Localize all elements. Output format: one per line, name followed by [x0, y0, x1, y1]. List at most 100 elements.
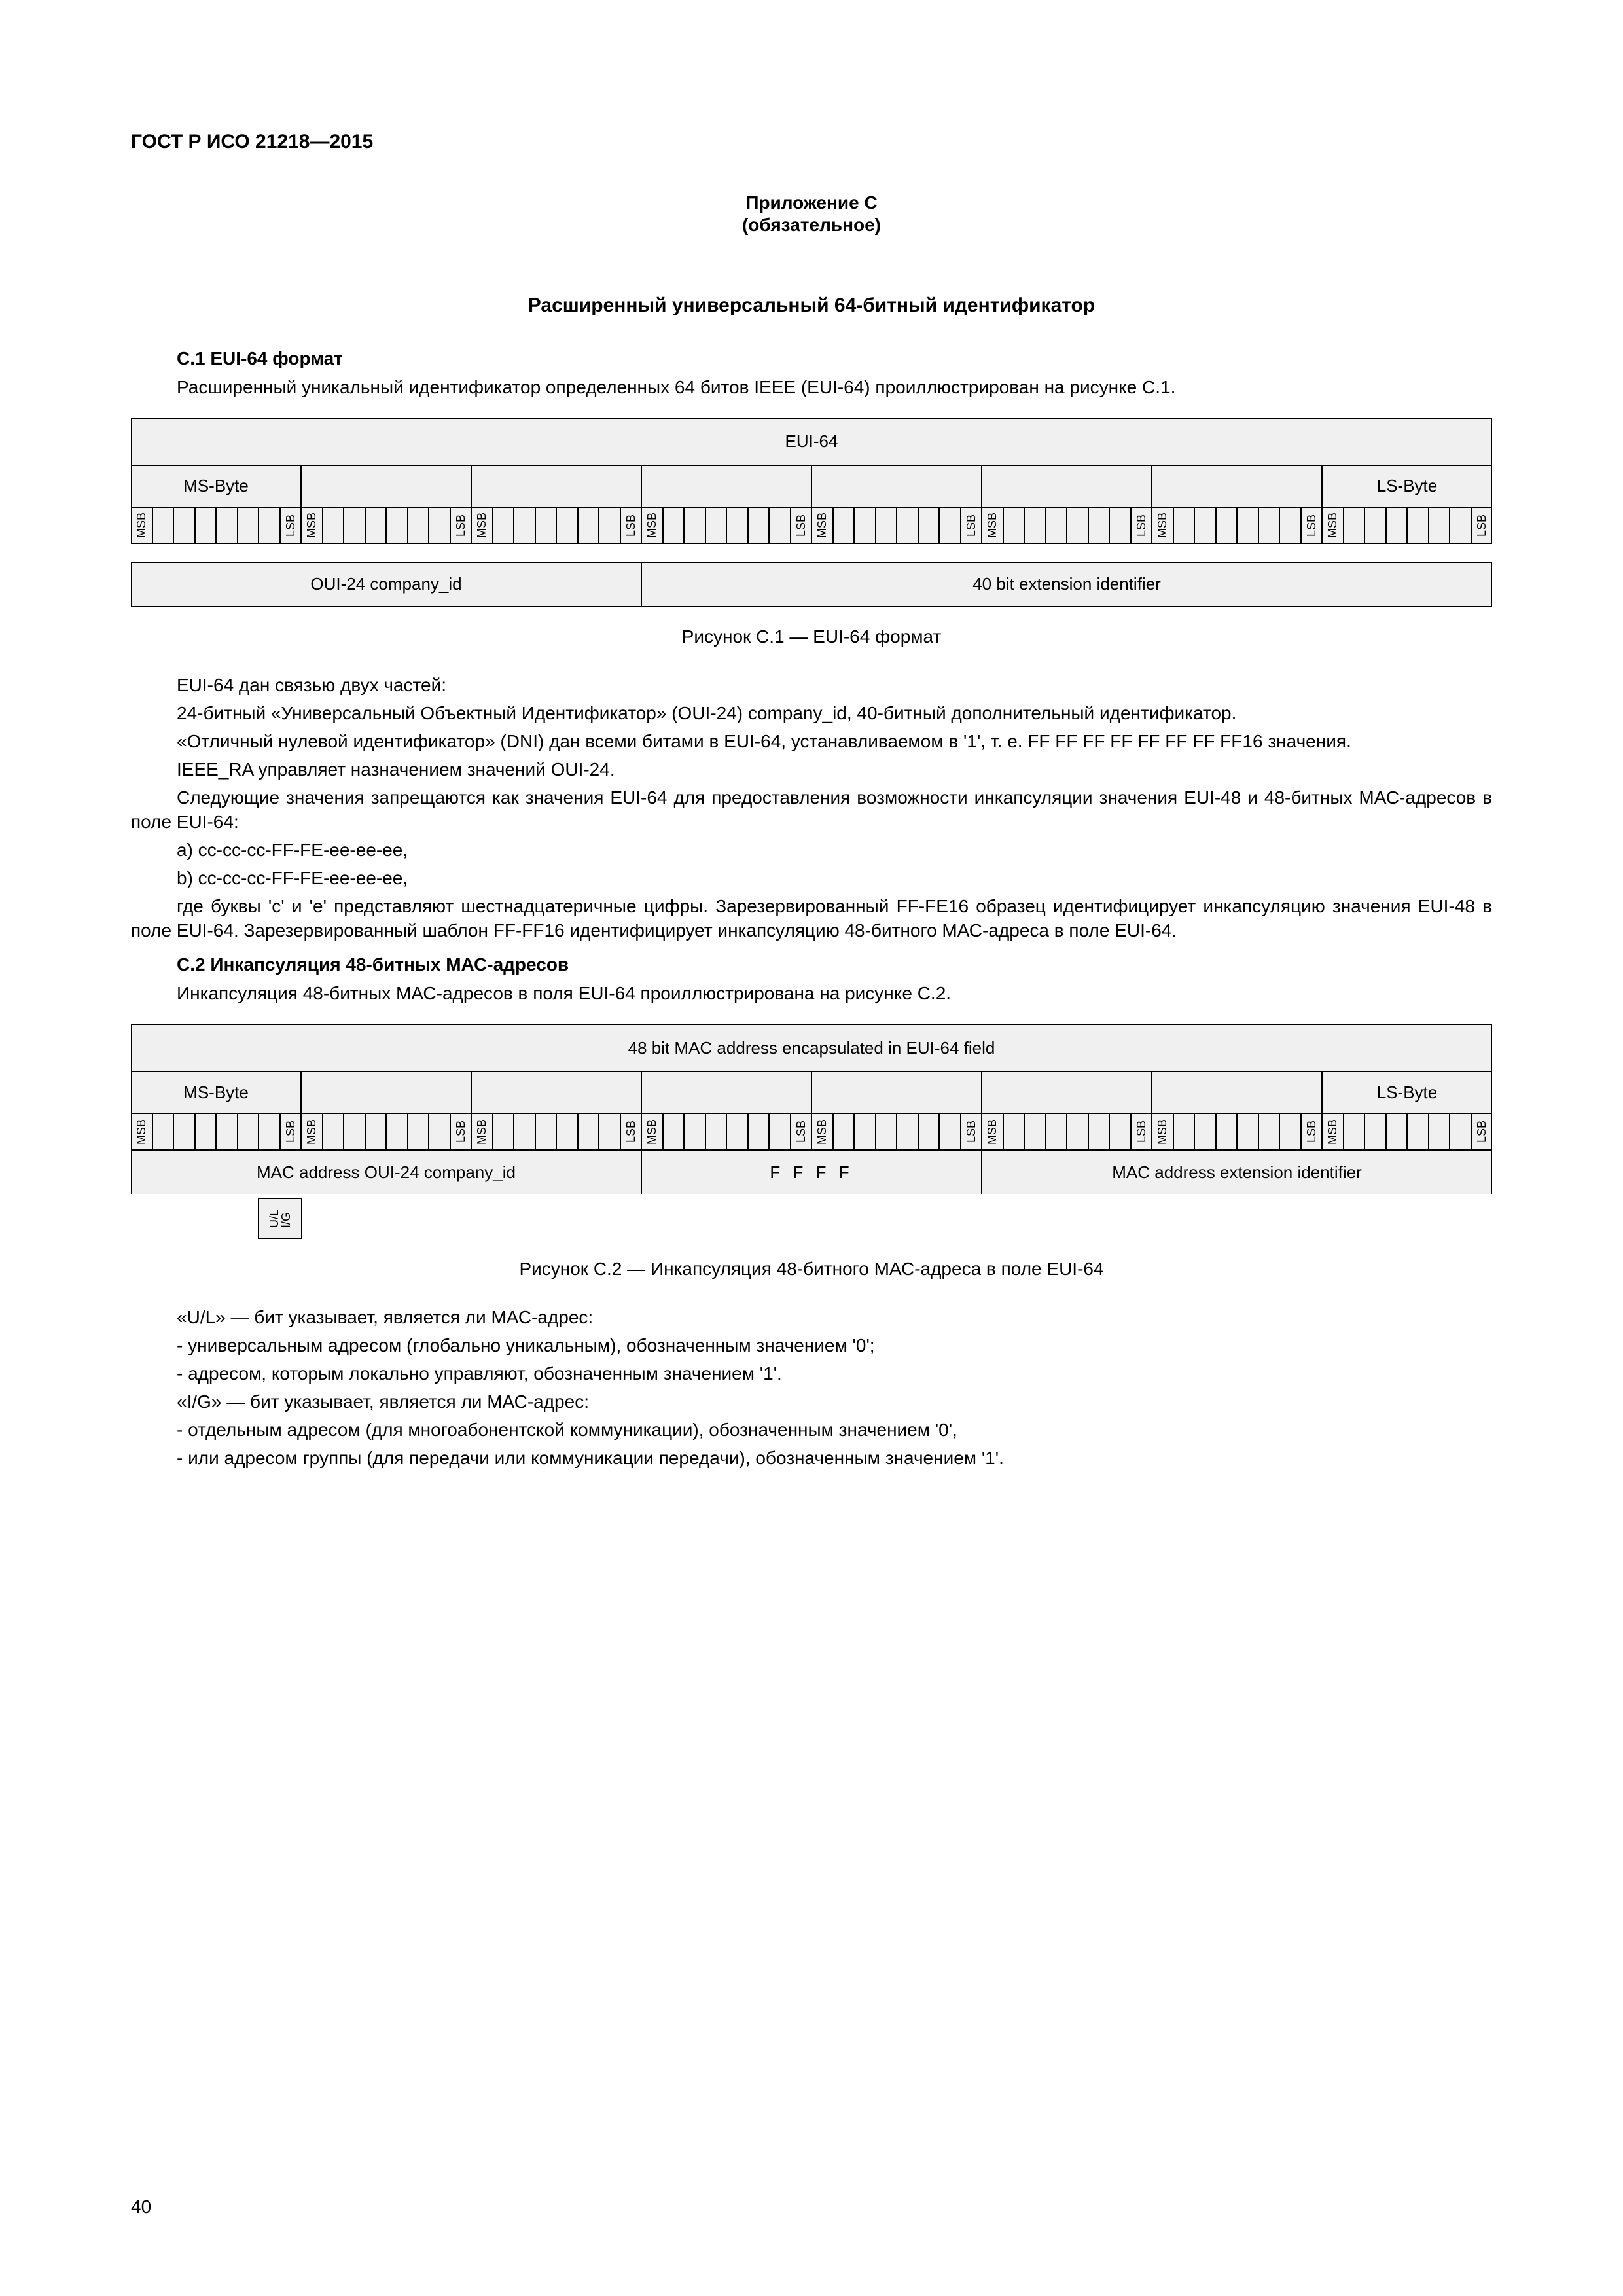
bit-cell: [578, 1113, 599, 1150]
bit-cell: [769, 507, 791, 544]
figure-c2-caption: Рисунок С.2 — Инкапсуляция 48-битного МА…: [131, 1259, 1492, 1280]
c1-p4: «Отличный нулевой идентификатор» (DNI) д…: [131, 730, 1492, 754]
byte-cell: [471, 465, 641, 507]
byte-cell: [301, 1071, 471, 1113]
c2-p3: «I/G» — бит указывает, является ли МАС-а…: [131, 1390, 1492, 1414]
bit-cell: MSB: [301, 1113, 323, 1150]
eui64-header-cell: EUI-64: [131, 418, 1492, 465]
bit-cell: MSB: [812, 1113, 833, 1150]
bit-cell: [578, 507, 599, 544]
bit-cell: [429, 1113, 450, 1150]
bit-cell: [173, 507, 195, 544]
bit-cell: [365, 507, 387, 544]
bit-cell: [493, 507, 514, 544]
bit-cell: [152, 1113, 174, 1150]
bit-cell: [323, 1113, 344, 1150]
bit-cell: [1237, 1113, 1258, 1150]
c1-p2: EUI-64 дан связью двух частей:: [131, 673, 1492, 698]
bit-cell: [726, 507, 748, 544]
figure-c2: 48 bit MAC address encapsulated in EUI-6…: [131, 1024, 1492, 1239]
c1-p5: IEEE_RA управляет назначением значений O…: [131, 758, 1492, 782]
c1-p7a: a) cc-cc-cc-FF-FE-ee-ee-ee,: [177, 838, 1492, 863]
bit-cell: [939, 1113, 961, 1150]
bit-cell: [684, 1113, 705, 1150]
bit-cell: [1109, 507, 1131, 544]
bit-cell: LSB: [1301, 1113, 1323, 1150]
bit-cell: [1216, 507, 1238, 544]
bit-cell: [173, 1113, 195, 1150]
bit-cell: [1364, 1113, 1386, 1150]
bit-cell: [1258, 507, 1280, 544]
bit-cell: LSB: [791, 507, 812, 544]
bit-cell: [365, 1113, 387, 1150]
bit-cell: LSB: [961, 1113, 982, 1150]
c2-p1: Инкапсуляция 48-битных МАС-адресов в пол…: [131, 982, 1492, 1006]
bit-cell: LSB: [620, 507, 642, 544]
bit-cell: [876, 1113, 897, 1150]
mac-oui24-cell: MAC address OUI-24 company_id: [131, 1150, 641, 1194]
section-c2-title: С.2 Инкапсуляция 48-битных МАС-адресов: [177, 954, 1492, 975]
bit-cell: [663, 507, 685, 544]
bit-cell: [1258, 1113, 1280, 1150]
bit-cell: [599, 1113, 620, 1150]
bit-cell: [769, 1113, 791, 1150]
bit-cell: [195, 1113, 217, 1150]
bit-cell: [1344, 507, 1365, 544]
bit-cell: MSB: [1322, 507, 1344, 544]
ext40-cell: 40 bit extension identifier: [641, 562, 1492, 607]
bit-cell: [1024, 1113, 1046, 1150]
bit-cell: [216, 507, 238, 544]
bit-cell: LSB: [450, 507, 472, 544]
bit-cell: MSB: [641, 507, 663, 544]
bit-cell: MSB: [131, 507, 152, 544]
c2-li1: - универсальным адресом (глобально уника…: [177, 1334, 1492, 1358]
byte-cell: MS-Byte: [131, 1071, 301, 1113]
bit-cell: [663, 1113, 685, 1150]
bit-cell: [854, 1113, 876, 1150]
bit-cell: [833, 1113, 855, 1150]
byte-cell: [471, 1071, 641, 1113]
bit-cell: [1344, 1113, 1365, 1150]
bit-cell: [1279, 1113, 1301, 1150]
bit-cell: [1386, 507, 1408, 544]
page-number: 40: [131, 2197, 151, 2217]
bit-cell: [876, 507, 897, 544]
bit-cell: LSB: [1131, 1113, 1152, 1150]
bit-cell: MSB: [1152, 507, 1173, 544]
bit-cell: MSB: [812, 507, 833, 544]
c1-p3: 24-битный «Универсальный Объектный Идент…: [131, 702, 1492, 726]
bit-cell: LSB: [450, 1113, 472, 1150]
bit-cell: [1386, 1113, 1408, 1150]
bit-cell: [1237, 507, 1258, 544]
bit-cell: LSB: [280, 507, 302, 544]
bit-cell: [1450, 507, 1471, 544]
bit-cell: MSB: [1322, 1113, 1344, 1150]
bit-cell: [514, 1113, 535, 1150]
bit-cell: [535, 507, 557, 544]
c1-p6: Следующие значения запрещаются как значе…: [131, 786, 1492, 834]
bit-cell: MSB: [131, 1113, 152, 1150]
bit-cell: [556, 1113, 578, 1150]
bit-cell: MSB: [301, 507, 323, 544]
bit-cell: [386, 1113, 408, 1150]
byte-cell: [812, 1071, 982, 1113]
bit-cell: [1429, 507, 1450, 544]
bit-cell: [195, 507, 217, 544]
bit-cell: [1109, 1113, 1131, 1150]
bit-cell: [493, 1113, 514, 1150]
bit-cell: [1046, 1113, 1067, 1150]
c1-p8: где буквы 'c' и 'e' представляют шестнад…: [131, 895, 1492, 943]
bit-cell: [939, 507, 961, 544]
bit-cell: [344, 1113, 365, 1150]
bit-cell: [1046, 507, 1067, 544]
bit-cell: [748, 507, 770, 544]
c2-li4: - или адресом группы (для передачи или к…: [177, 1446, 1492, 1471]
main-title: Расширенный универсальный 64-битный иден…: [131, 295, 1492, 317]
byte-cell: [641, 1071, 812, 1113]
appendix-label: Приложение С: [131, 192, 1492, 213]
byte-cell: MS-Byte: [131, 465, 301, 507]
bit-cell: [1088, 1113, 1110, 1150]
c1-p1: Расширенный уникальный идентификатор опр…: [131, 376, 1492, 400]
c2-li3: - отдельным адресом (для многоабонентско…: [177, 1418, 1492, 1443]
bit-cell: [408, 1113, 429, 1150]
